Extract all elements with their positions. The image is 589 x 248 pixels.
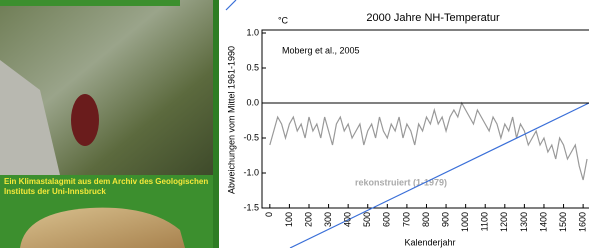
caption-band xyxy=(0,0,180,6)
y-tick-label: -0.5 xyxy=(243,132,259,142)
x-tick-label: 0 xyxy=(264,212,274,217)
x-tick-label: 300 xyxy=(323,212,333,227)
chart-panel xyxy=(219,0,589,248)
y-axis-label: Abweichungen vom Mittel 1961-1990 xyxy=(226,46,236,194)
y-tick-label: -1.5 xyxy=(243,202,259,212)
y-tick-label: 0.5 xyxy=(246,62,259,72)
x-tick-label: 1200 xyxy=(499,212,509,232)
y-tick-label: -1.0 xyxy=(243,167,259,177)
x-tick-label: 1400 xyxy=(538,212,548,232)
x-tick-label: 100 xyxy=(284,212,294,227)
x-tick-label: 500 xyxy=(362,212,372,227)
x-tick-label: 1500 xyxy=(558,212,568,232)
x-tick-label: 600 xyxy=(382,212,392,227)
x-tick-label: 800 xyxy=(421,212,431,227)
unit-label: °C xyxy=(278,15,289,25)
person xyxy=(71,94,99,146)
caption-box: Ein Klimastalagmit aus dem Archiv des Ge… xyxy=(4,177,210,203)
x-tick-label: 1600 xyxy=(578,212,588,232)
x-tick-label: 1000 xyxy=(460,212,470,232)
annotation: Moberg et al., 2005 xyxy=(282,45,360,55)
x-tick-label: 1300 xyxy=(519,212,529,232)
divider xyxy=(213,0,219,248)
chart-title: 2000 Jahre NH-Temperatur xyxy=(366,12,500,24)
caption: Ein Klimastalagmit aus dem Archiv des Ge… xyxy=(4,177,210,197)
x-axis-label: Kalenderjahr xyxy=(404,237,455,247)
x-tick-label: 1100 xyxy=(480,212,490,231)
x-tick-label: 700 xyxy=(401,212,411,227)
x-tick-label: 400 xyxy=(343,212,353,227)
screen: Ein Klimastalagmit aus dem Archiv des Ge… xyxy=(0,0,589,248)
y-tick-label: 0.0 xyxy=(246,97,259,107)
x-tick-label: 900 xyxy=(440,212,450,227)
y-tick-label: 1.0 xyxy=(246,27,259,37)
x-tick-label: 200 xyxy=(303,212,313,227)
